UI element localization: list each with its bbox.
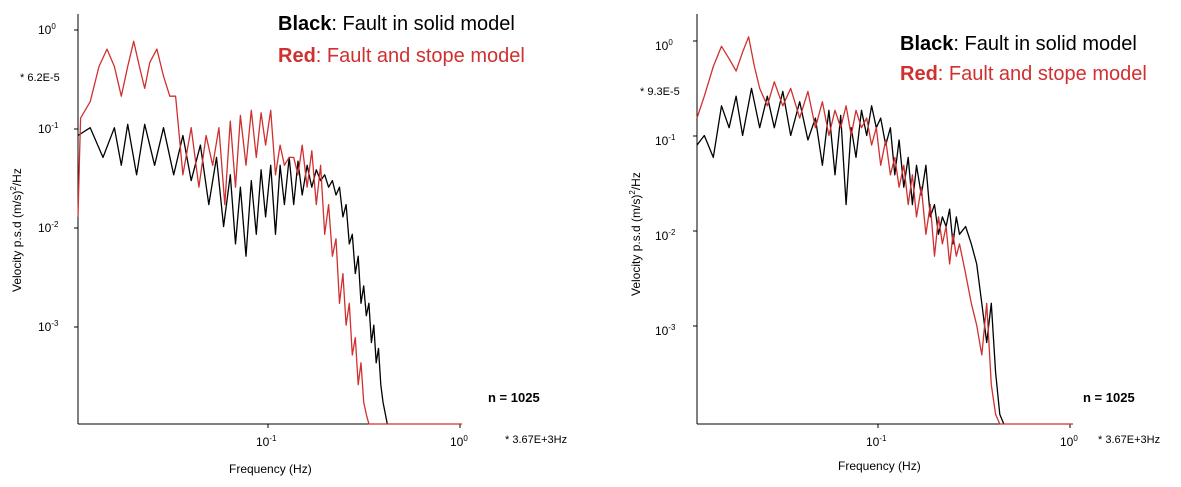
- left-plot-area: [77, 40, 462, 425]
- right-y-tick-label: 10-2: [655, 228, 676, 243]
- right-y-tick-label: 100: [655, 38, 673, 53]
- right-series-black-line: [696, 87, 1005, 425]
- left-legend: Black: Fault in solid model Red: Fault a…: [278, 13, 525, 67]
- right-x-tick-label: 10-1: [866, 434, 887, 449]
- left-y-scale-note: * 6.2E-5: [20, 72, 60, 84]
- left-legend-entry-red: Red: Fault and stope model: [278, 45, 525, 67]
- right-y-tick-labels: 100 10-1 10-2 10-3: [655, 38, 676, 338]
- left-x-tick-labels: 10-1 100: [256, 434, 468, 449]
- right-series-red-line: [696, 36, 1073, 425]
- left-y-tick-label: 10-2: [38, 220, 59, 235]
- right-y-axis-title: Velocity p.s.d (m/s)2/Hz: [628, 172, 643, 296]
- right-plot-area: [696, 36, 1073, 425]
- right-y-tick-marks: [693, 40, 697, 327]
- left-y-tick-marks: [74, 29, 78, 328]
- left-y-tick-label: 10-1: [38, 121, 59, 136]
- left-x-tick-marks: [267, 424, 461, 428]
- right-n-label: n = 1025: [1083, 390, 1135, 405]
- right-y-scale-note: * 9.3E-5: [640, 86, 680, 98]
- left-y-tick-labels: 100 10-1 10-2 10-3: [38, 22, 59, 334]
- left-legend-entry-black: Black: Fault in solid model: [278, 13, 515, 35]
- right-chart-panel: 100 10-1 10-2 10-3 10-1 100 * 9.3E-5 * 3…: [628, 14, 1160, 473]
- left-x-tick-label: 10-1: [256, 434, 277, 449]
- left-x-axis-title: Frequency (Hz): [229, 462, 312, 476]
- left-chart-panel: 100 10-1 10-2 10-3 10-1 100 * 6.2E-5 * 3…: [9, 13, 567, 476]
- left-y-tick-label: 10-3: [38, 319, 59, 334]
- left-x-scale-note: * 3.67E+3Hz: [505, 434, 567, 446]
- left-series-red-line: [77, 40, 462, 425]
- right-x-tick-label: 100: [1060, 434, 1078, 449]
- right-y-tick-label: 10-3: [655, 323, 676, 338]
- right-x-tick-marks: [877, 424, 1071, 428]
- right-legend: Black: Fault in solid model Red: Fault a…: [900, 33, 1147, 85]
- left-x-tick-label: 100: [450, 434, 468, 449]
- right-x-axis-title: Frequency (Hz): [838, 459, 921, 473]
- right-y-tick-label: 10-1: [655, 133, 676, 148]
- right-legend-entry-red: Red: Fault and stope model: [900, 63, 1147, 85]
- left-y-axis-title: Velocity p.s.d (m/s)2/Hz: [9, 168, 24, 292]
- left-y-tick-label: 100: [38, 22, 56, 37]
- left-series-black-line: [77, 123, 388, 425]
- left-n-label: n = 1025: [488, 390, 540, 405]
- right-x-scale-note: * 3.67E+3Hz: [1098, 434, 1160, 446]
- right-x-tick-labels: 10-1 100: [866, 434, 1078, 449]
- right-legend-entry-black: Black: Fault in solid model: [900, 33, 1137, 55]
